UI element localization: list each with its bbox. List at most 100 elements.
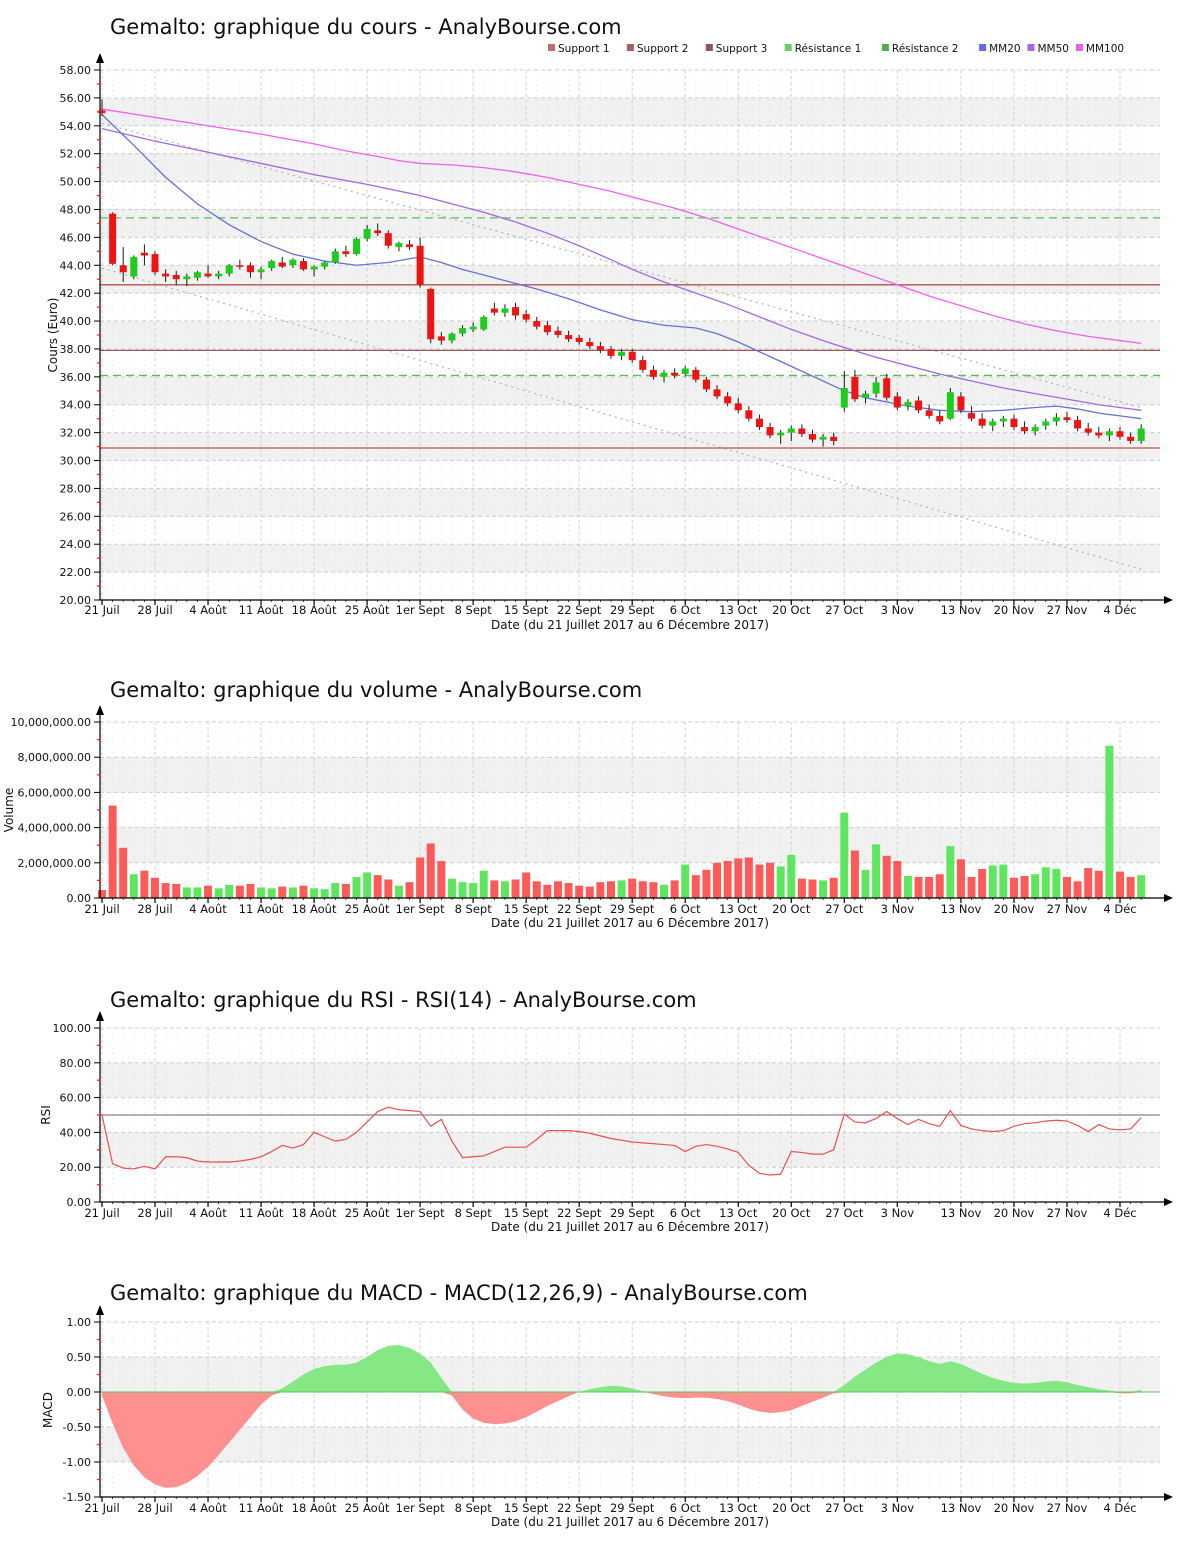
svg-text:25 Août: 25 Août xyxy=(345,603,390,617)
x-tick-labels: 21 Juil 28 Juil 4 Août 11 Août 18 Août 25 Aoû… xyxy=(84,898,1142,916)
horizontal-gridlines xyxy=(100,1321,1160,1498)
svg-text:-1.00: -1.00 xyxy=(63,1456,91,1469)
svg-text:20.00: 20.00 xyxy=(60,594,92,607)
svg-text:11 Août: 11 Août xyxy=(239,603,284,617)
mm20-line xyxy=(101,114,1142,420)
svg-text:4 Août: 4 Août xyxy=(189,603,227,617)
volume-chart-title: Gemalto: graphique du volume - AnalyBour… xyxy=(110,678,642,702)
svg-text:15 Sept: 15 Sept xyxy=(504,1206,549,1220)
svg-text:3 Nov: 3 Nov xyxy=(881,1206,915,1220)
vertical-gridlines xyxy=(101,1322,1142,1497)
svg-text:13 Oct: 13 Oct xyxy=(719,603,758,617)
svg-text:21 Juil: 21 Juil xyxy=(84,1206,119,1220)
svg-text:8 Sept: 8 Sept xyxy=(455,603,493,617)
svg-text:25 Août: 25 Août xyxy=(345,1206,390,1220)
svg-text:27 Nov: 27 Nov xyxy=(1047,603,1088,617)
svg-text:10,000,000.00: 10,000,000.00 xyxy=(11,716,91,729)
svg-text:20 Oct: 20 Oct xyxy=(772,902,811,916)
svg-text:28.00: 28.00 xyxy=(60,482,92,495)
svg-text:29 Sept: 29 Sept xyxy=(610,1501,655,1515)
macd-area xyxy=(102,1345,1142,1392)
svg-text:20 Oct: 20 Oct xyxy=(772,603,811,617)
svg-text:4 Déc: 4 Déc xyxy=(1103,1501,1136,1515)
svg-text:20 Nov: 20 Nov xyxy=(994,1206,1035,1220)
svg-text:80.00: 80.00 xyxy=(60,1057,92,1070)
svg-text:20 Oct: 20 Oct xyxy=(772,1501,811,1515)
svg-text:29 Sept: 29 Sept xyxy=(610,603,655,617)
svg-text:11 Août: 11 Août xyxy=(239,1501,284,1515)
macd-x-axis-title: Date (du 21 Juillet 2017 au 6 Décembre 2… xyxy=(491,1515,769,1529)
rsi-x-axis-title: Date (du 21 Juillet 2017 au 6 Décembre 2… xyxy=(491,1220,769,1234)
svg-text:60.00: 60.00 xyxy=(60,1092,92,1105)
axes xyxy=(96,1011,1173,1206)
svg-text:27 Oct: 27 Oct xyxy=(825,902,864,916)
svg-text:27 Oct: 27 Oct xyxy=(825,1206,864,1220)
svg-text:1er Sept: 1er Sept xyxy=(396,1501,445,1515)
rsi-chart-title: Gemalto: graphique du RSI - RSI(14) - An… xyxy=(110,988,697,1012)
svg-text:42.00: 42.00 xyxy=(60,287,92,300)
svg-text:20.00: 20.00 xyxy=(60,1161,92,1174)
svg-text:13 Nov: 13 Nov xyxy=(941,1206,982,1220)
svg-text:6 Oct: 6 Oct xyxy=(670,902,701,916)
svg-text:6 Oct: 6 Oct xyxy=(670,603,701,617)
svg-text:24.00: 24.00 xyxy=(60,538,92,551)
svg-text:48.00: 48.00 xyxy=(60,203,92,216)
svg-text:MM20: MM20 xyxy=(989,43,1020,55)
svg-text:1er Sept: 1er Sept xyxy=(396,902,445,916)
svg-text:13 Nov: 13 Nov xyxy=(941,1501,982,1515)
background-bands xyxy=(100,757,1160,863)
svg-text:2,000,000.00: 2,000,000.00 xyxy=(18,857,91,870)
svg-text:6,000,000.00: 6,000,000.00 xyxy=(18,786,91,799)
y-tick-labels: 10,000,000.00 8,000,000.00 6,000,000.00 4,0… xyxy=(11,716,101,905)
svg-text:22.00: 22.00 xyxy=(60,566,92,579)
candles-group xyxy=(98,99,1145,447)
x-tick-labels: 21 Juil 28 Juil 4 Août 11 Août 18 Août 25 Aoû… xyxy=(84,1202,1142,1220)
macd-chart-section: Gemalto: graphique du MACD - MACD(12,26,… xyxy=(41,1281,1173,1529)
price-y-axis-label: Cours (Euro) xyxy=(46,298,60,373)
svg-text:34.00: 34.00 xyxy=(60,399,92,412)
svg-text:6 Oct: 6 Oct xyxy=(670,1206,701,1220)
svg-text:11 Août: 11 Août xyxy=(239,1206,284,1220)
svg-text:Support 2: Support 2 xyxy=(637,43,689,55)
svg-text:0.00: 0.00 xyxy=(67,892,92,905)
svg-text:28 Juil: 28 Juil xyxy=(137,603,172,617)
svg-text:Support 3: Support 3 xyxy=(716,43,768,55)
svg-text:3 Nov: 3 Nov xyxy=(881,603,915,617)
svg-text:26.00: 26.00 xyxy=(60,510,92,523)
svg-text:28 Juil: 28 Juil xyxy=(137,1501,172,1515)
volume-y-axis-label: Volume xyxy=(2,788,16,833)
svg-text:18 Août: 18 Août xyxy=(292,1206,337,1220)
svg-text:3 Nov: 3 Nov xyxy=(881,1501,915,1515)
svg-text:40.00: 40.00 xyxy=(60,315,92,328)
svg-text:44.00: 44.00 xyxy=(60,259,92,272)
svg-text:40.00: 40.00 xyxy=(60,1126,92,1139)
price-x-axis-title: Date (du 21 Juillet 2017 au 6 Décembre 2… xyxy=(491,618,769,632)
svg-text:18 Août: 18 Août xyxy=(292,603,337,617)
svg-text:22 Sept: 22 Sept xyxy=(557,1501,602,1515)
svg-text:1er Sept: 1er Sept xyxy=(396,603,445,617)
svg-text:27 Nov: 27 Nov xyxy=(1047,902,1088,916)
svg-text:13 Nov: 13 Nov xyxy=(941,902,982,916)
svg-text:6 Oct: 6 Oct xyxy=(670,1501,701,1515)
rsi-line xyxy=(101,1106,1142,1176)
svg-text:21 Juil: 21 Juil xyxy=(84,902,119,916)
svg-text:21 Juil: 21 Juil xyxy=(84,603,119,617)
svg-text:3 Nov: 3 Nov xyxy=(881,902,915,916)
svg-text:25 Août: 25 Août xyxy=(345,1501,390,1515)
y-tick-labels: 58.00 56.00 54.00 52.00 50.00 48.00 46.00 44.00… xyxy=(60,64,101,607)
svg-text:27 Oct: 27 Oct xyxy=(825,603,864,617)
volume-plot-area: 10,000,000.00 8,000,000.00 6,000,000.00 4,0… xyxy=(11,705,1173,916)
svg-text:4 Déc: 4 Déc xyxy=(1103,603,1136,617)
svg-text:36.00: 36.00 xyxy=(60,371,92,384)
svg-text:20 Nov: 20 Nov xyxy=(994,1501,1035,1515)
svg-text:38.00: 38.00 xyxy=(60,343,92,356)
svg-text:1er Sept: 1er Sept xyxy=(396,1206,445,1220)
price-legend: Support 1 Support 2 Support 3 Résistance 1 R… xyxy=(548,43,1124,55)
svg-text:18 Août: 18 Août xyxy=(292,902,337,916)
background-bands xyxy=(100,1357,1160,1462)
svg-text:Résistance 2: Résistance 2 xyxy=(892,43,959,55)
svg-text:32.00: 32.00 xyxy=(60,427,92,440)
